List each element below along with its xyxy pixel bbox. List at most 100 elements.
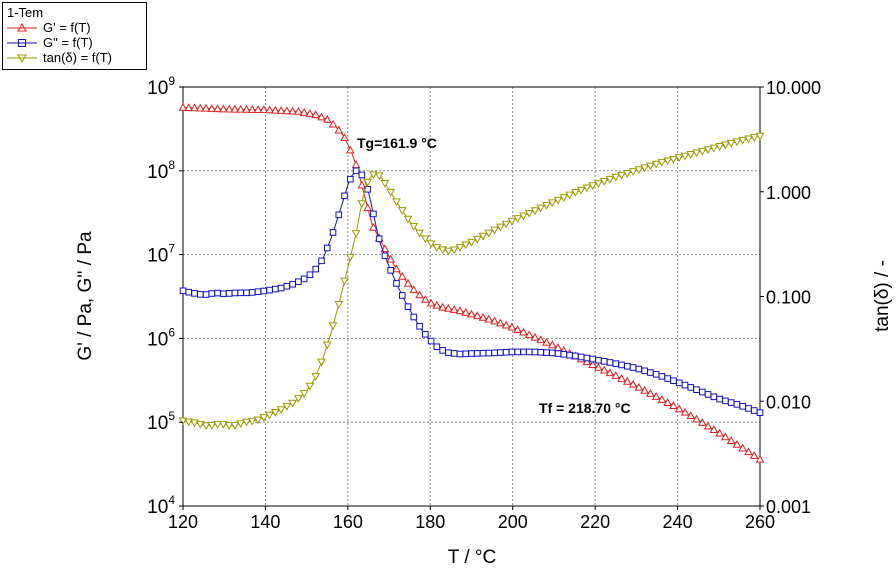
data-point — [225, 290, 233, 297]
data-point — [687, 384, 695, 391]
data-point — [468, 350, 475, 357]
data-point — [507, 217, 517, 226]
data-point — [599, 178, 609, 186]
data-point — [496, 223, 505, 232]
data-point — [536, 204, 546, 213]
data-point — [328, 322, 338, 331]
data-point — [305, 382, 315, 391]
data-point — [537, 348, 545, 356]
data-point — [606, 359, 614, 366]
data-point — [410, 313, 418, 321]
data-point — [409, 285, 419, 294]
annotation-tf: Tf = 218.70 °C — [539, 400, 631, 416]
data-point — [513, 325, 523, 333]
data-point — [519, 212, 528, 221]
data-point — [560, 351, 568, 358]
data-point — [197, 291, 204, 298]
data-point — [663, 157, 673, 166]
data-point — [345, 253, 355, 262]
data-point — [248, 289, 256, 296]
data-point — [722, 397, 729, 405]
data-point — [277, 284, 285, 292]
data-point — [524, 209, 534, 218]
data-point — [224, 422, 234, 430]
data-point — [392, 264, 401, 273]
data-point — [230, 104, 240, 113]
data-point — [490, 316, 499, 325]
data-point — [514, 348, 521, 356]
data-point — [415, 229, 424, 238]
data-point — [612, 360, 620, 367]
data-point — [484, 229, 494, 238]
data-point — [253, 416, 263, 425]
data-point — [444, 247, 453, 256]
grid-lines — [183, 87, 760, 506]
data-point — [726, 139, 736, 148]
data-point — [675, 379, 683, 387]
data-point — [461, 241, 471, 250]
data-point — [635, 365, 643, 373]
data-point — [651, 160, 661, 169]
data-point — [420, 294, 430, 303]
data-point — [318, 257, 325, 265]
data-point — [622, 376, 632, 385]
data-point — [242, 418, 251, 427]
data-point — [438, 246, 447, 255]
data-point — [577, 353, 585, 361]
data-point — [484, 314, 494, 323]
data-point — [634, 382, 644, 391]
data-point — [404, 303, 412, 310]
data-point — [559, 194, 569, 202]
data-point — [340, 277, 349, 286]
data-point — [351, 160, 361, 169]
data-point — [184, 418, 194, 427]
data-point — [352, 167, 360, 175]
data-point — [588, 182, 598, 191]
data-point — [715, 143, 724, 151]
data-point — [370, 210, 377, 218]
legend-entry-gprime: G' = f(T) — [7, 20, 142, 35]
data-point — [605, 368, 615, 377]
data-point — [380, 180, 390, 188]
data-point — [726, 436, 736, 444]
data-point — [322, 114, 332, 123]
data-point — [403, 215, 413, 224]
x-tick-label: 220 — [580, 512, 610, 532]
data-point — [282, 403, 292, 411]
data-point — [582, 357, 592, 366]
data-point — [721, 141, 730, 150]
data-point — [478, 312, 488, 321]
data-point — [294, 106, 303, 115]
data-point — [397, 271, 407, 280]
x-tick-label: 180 — [415, 512, 445, 532]
data-point — [553, 196, 563, 205]
data-point — [652, 371, 660, 378]
data-point — [576, 186, 586, 195]
data-point — [623, 362, 631, 370]
data-point — [311, 110, 321, 119]
data-point — [670, 377, 677, 384]
data-point — [427, 337, 435, 345]
data-point — [703, 421, 713, 430]
data-point — [357, 200, 367, 209]
data-point — [191, 290, 198, 297]
data-point — [220, 290, 227, 298]
data-point — [543, 349, 550, 356]
y-axis-ticks: 104 105 106 107 108 109 — [147, 74, 183, 518]
data-point — [669, 401, 678, 410]
data-point — [663, 398, 673, 406]
data-point — [744, 135, 753, 144]
data-point — [732, 439, 742, 448]
data-point — [449, 246, 459, 255]
data-point — [611, 173, 621, 182]
data-point — [530, 207, 540, 216]
data-point — [496, 318, 505, 327]
data-point — [179, 287, 187, 295]
data-point — [190, 419, 199, 428]
legend-entry-tandelta: tan(δ) = f(T) — [7, 50, 142, 65]
data-point — [374, 172, 384, 181]
data-point — [439, 347, 446, 354]
data-point — [485, 349, 493, 357]
data-point — [345, 145, 355, 154]
data-point — [716, 395, 723, 403]
